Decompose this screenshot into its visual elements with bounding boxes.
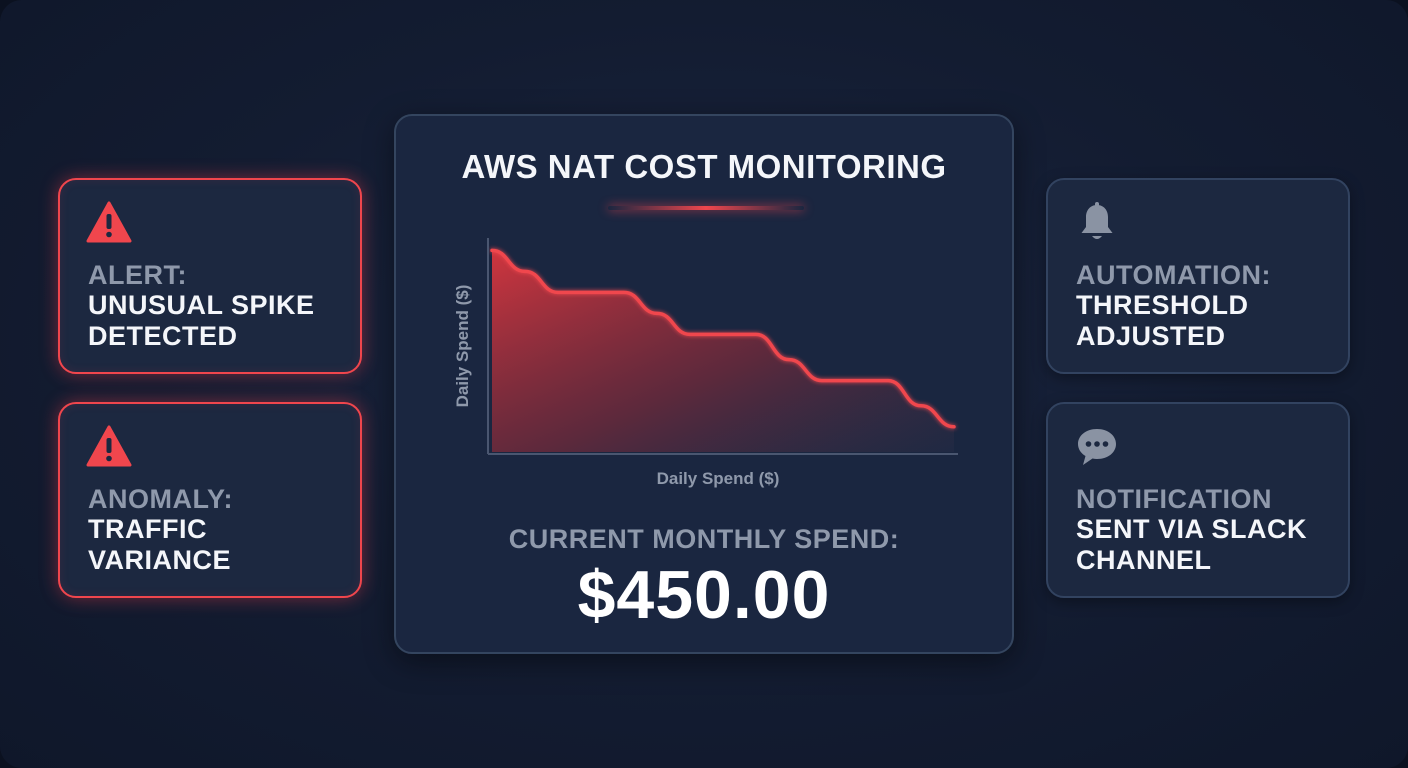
spend-series-line [490,248,956,429]
panel-title: AWS NAT COST MONITORING [461,148,947,185]
title-underline [608,206,804,210]
warning-triangle-icon [86,425,132,467]
automation-card[interactable]: AUTOMATION: THRESHOLD ADJUSTED [1046,178,1350,374]
daily-spend-chart: Daily Spend ($) Daily Spend ($) [453,238,958,488]
notification-card[interactable]: NOTIFICATION SENT VIA SLACK CHANNEL [1046,402,1350,598]
card-text: TRAFFIC VARIANCE [88,514,232,575]
card-text: UNUSUAL SPIKE DETECTED [88,290,315,351]
warning-triangle-icon [86,201,132,243]
card-text: THRESHOLD ADJUSTED [1076,290,1249,351]
alert-card-spike[interactable]: ALERT: UNUSUAL SPIKE DETECTED [58,178,362,374]
x-axis-label: Daily Spend ($) [657,469,780,488]
chat-bubble-icon [1078,429,1116,465]
card-text: SENT VIA SLACK CHANNEL [1076,514,1308,575]
cost-monitoring-panel: AWS NAT COST MONITORING Daily Spend ($) … [394,114,1014,654]
card-label: ANOMALY: [88,484,233,514]
monthly-spend-label: CURRENT MONTHLY SPEND: [508,524,900,554]
card-label: NOTIFICATION [1076,484,1272,514]
monthly-spend-value: $450.00 [577,557,831,633]
y-axis-label: Daily Spend ($) [453,285,472,408]
card-label: AUTOMATION: [1076,260,1271,290]
bell-icon [1081,202,1113,239]
alert-card-anomaly[interactable]: ANOMALY: TRAFFIC VARIANCE [58,402,362,598]
spend-area-fill [492,250,954,452]
card-label: ALERT: [88,260,187,290]
